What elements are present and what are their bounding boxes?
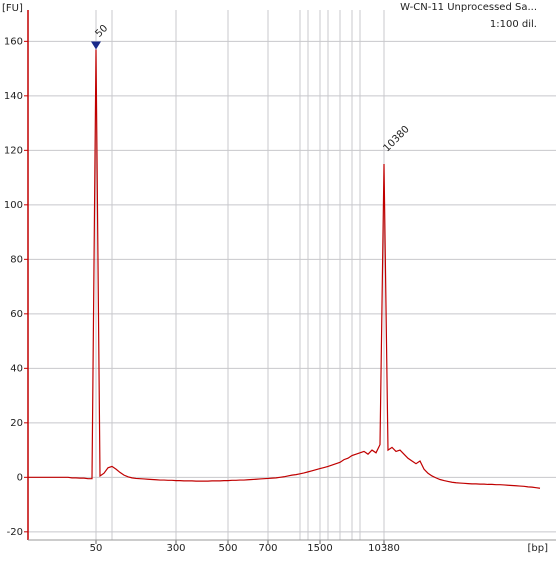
y-tick-label: 20 xyxy=(10,418,23,429)
x-tick-label: 500 xyxy=(218,543,237,554)
chart-title: W-CN-11 Unprocessed Sa... xyxy=(400,2,537,13)
trace xyxy=(28,49,541,489)
y-tick-label: -20 xyxy=(7,527,23,538)
y-tick-label: 100 xyxy=(4,200,23,211)
y-tick-label: 0 xyxy=(17,472,23,483)
x-axis-label: [bp] xyxy=(528,543,549,554)
x-tick-label: 700 xyxy=(258,543,277,554)
x-tick-label: 50 xyxy=(90,543,103,554)
x-tick-label: 1500 xyxy=(307,543,332,554)
y-tick-label: 140 xyxy=(4,91,23,102)
y-tick-label: 160 xyxy=(4,36,23,47)
y-tick-label: 80 xyxy=(10,254,23,265)
x-tick-label: 300 xyxy=(166,543,185,554)
x-tick-label: 10380 xyxy=(368,543,400,554)
y-tick-label: 120 xyxy=(4,145,23,156)
y-axis-label: [FU] xyxy=(2,3,23,14)
y-tick-label: 60 xyxy=(10,309,23,320)
y-tick-label: 40 xyxy=(10,363,23,374)
chart-subtitle: 1:100 dil. xyxy=(490,19,537,30)
peak-marker xyxy=(91,41,101,50)
